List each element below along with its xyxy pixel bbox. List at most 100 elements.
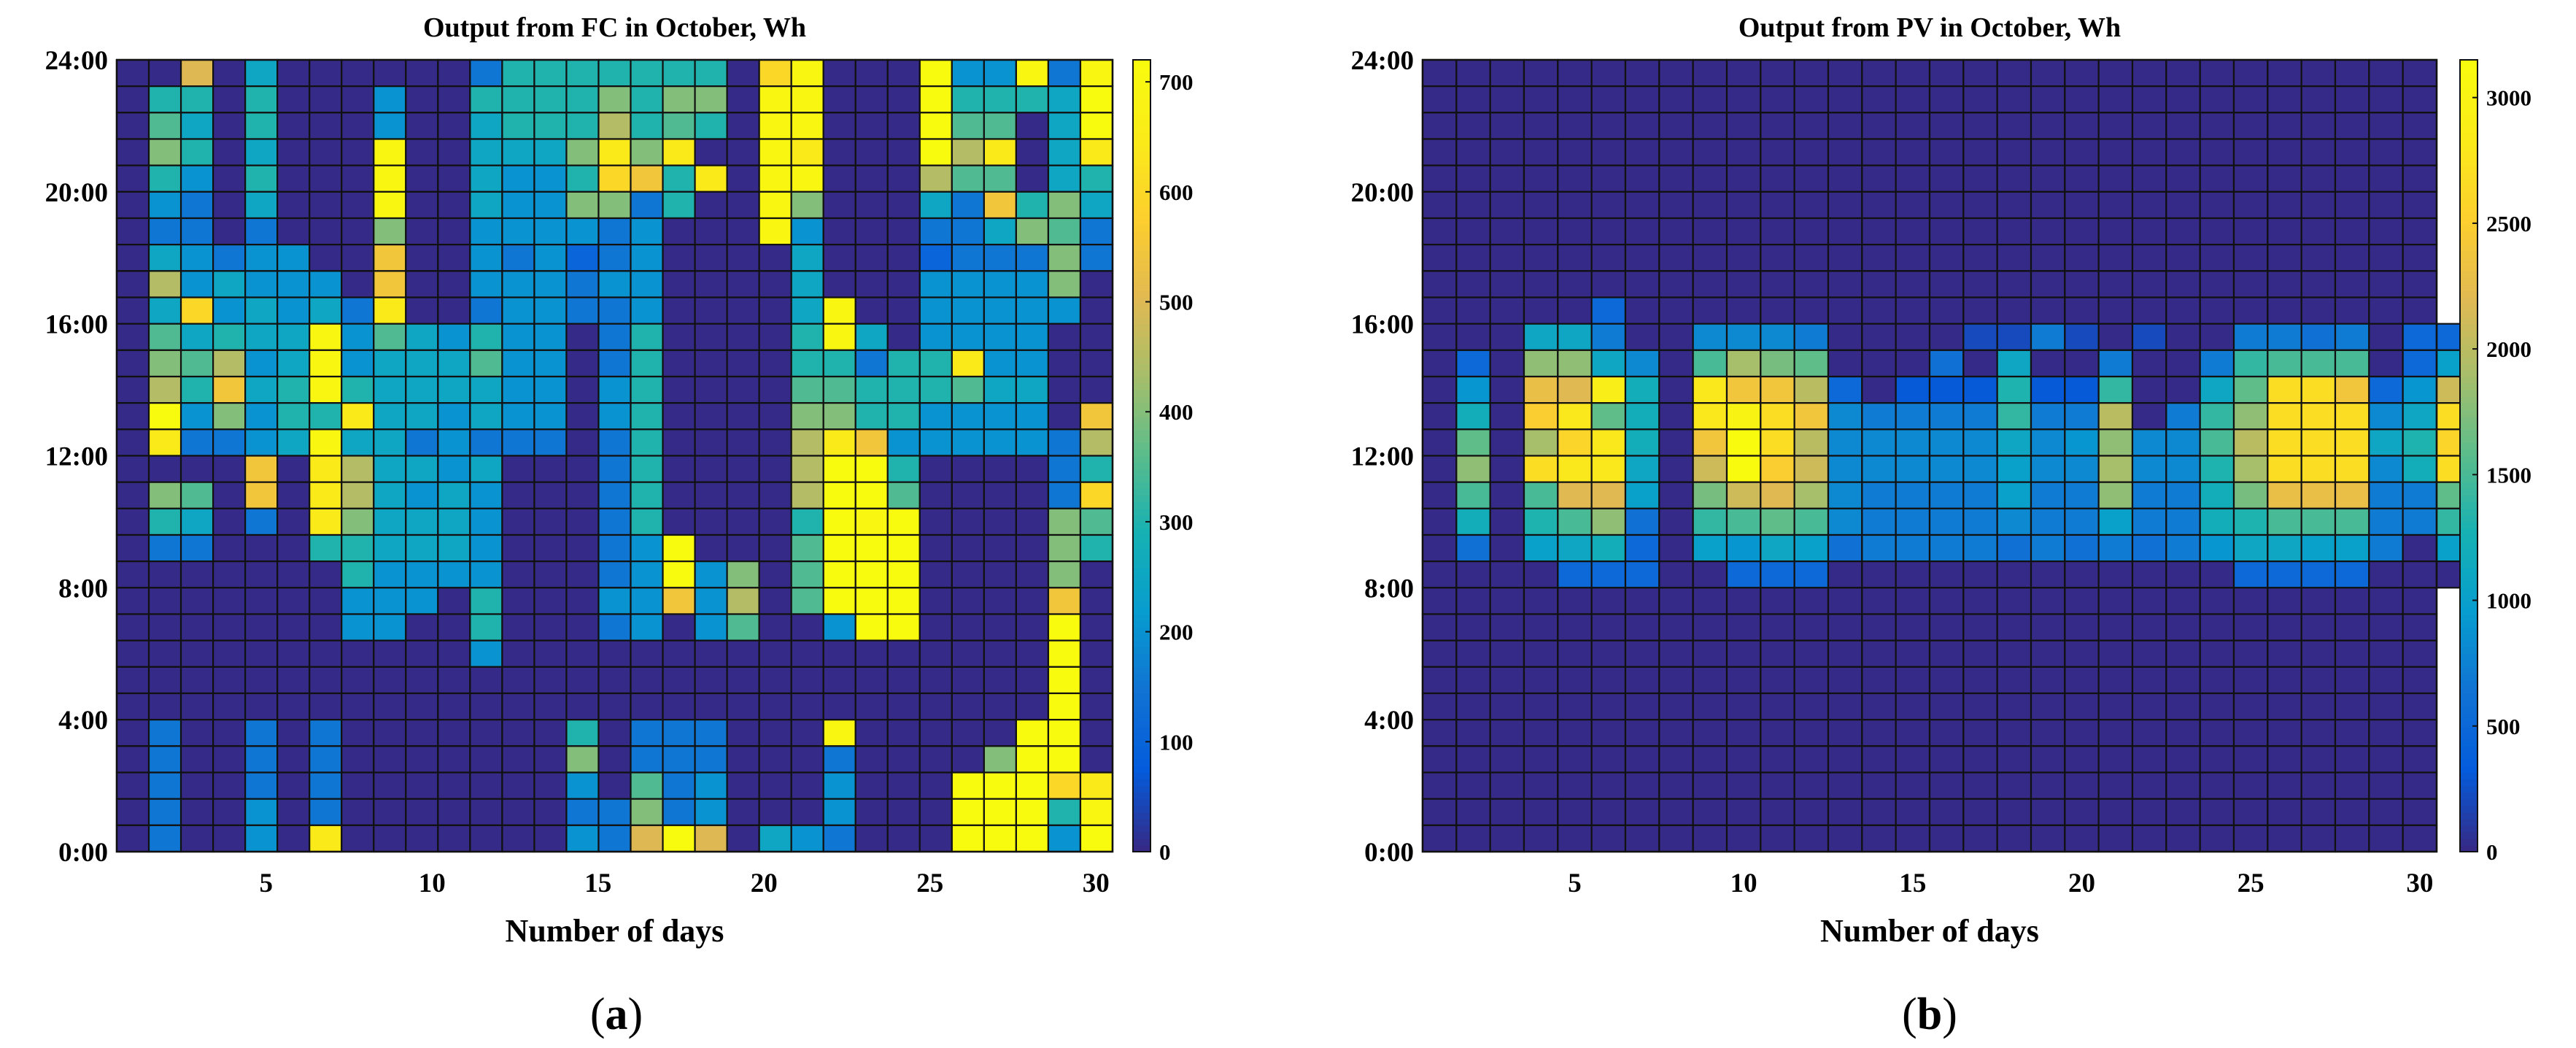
colorbar-swatch: [2460, 779, 2478, 787]
heatmap-cell: [115, 112, 150, 140]
heatmap-cell: [373, 375, 407, 404]
heatmap-cell: [2334, 533, 2370, 563]
heatmap-cell: [854, 533, 889, 563]
heatmap-cell: [983, 58, 1017, 88]
heatmap-cell: [2402, 692, 2438, 721]
heatmap-cell: [405, 587, 439, 615]
heatmap-cell: [1421, 402, 1458, 431]
colorbar-swatch: [2460, 581, 2478, 588]
heatmap-cell: [565, 587, 600, 615]
colorbar-swatch: [1133, 442, 1150, 450]
heatmap-cell: [469, 719, 503, 747]
panel-caption: (a): [590, 990, 643, 1039]
heatmap-cell: [405, 560, 439, 589]
colorbar-swatch: [2460, 766, 2478, 774]
heatmap-cell: [276, 455, 311, 483]
colorbar-swatch: [2460, 633, 2478, 641]
heatmap-cell: [1557, 771, 1593, 800]
x-tick-label: 25: [2237, 868, 2264, 898]
heatmap-cell: [2334, 771, 2370, 800]
heatmap-cell: [2097, 481, 2134, 509]
heatmap-cell: [1557, 244, 1593, 272]
heatmap-cell: [854, 164, 889, 193]
heatmap-cell: [1421, 85, 1458, 114]
heatmap-cell: [1047, 481, 1082, 509]
heatmap-cell: [2199, 85, 2235, 114]
heatmap-cell: [790, 455, 824, 483]
colorbar-swatch: [1133, 158, 1150, 166]
heatmap-cell: [115, 481, 150, 509]
colorbar-swatch: [2460, 772, 2478, 780]
colorbar-swatch: [1133, 423, 1150, 430]
heatmap-cell: [1962, 666, 1998, 695]
heatmap-cell: [1047, 455, 1082, 483]
heatmap-cell: [405, 138, 439, 166]
heatmap-cell: [437, 639, 471, 668]
heatmap-cell: [179, 507, 214, 536]
heatmap-cell: [790, 639, 824, 668]
heatmap-cell: [565, 455, 600, 483]
heatmap-cell: [2368, 244, 2404, 272]
heatmap-cell: [630, 190, 664, 220]
heatmap-cell: [1827, 349, 1863, 378]
colorbar-swatch: [2460, 713, 2478, 720]
heatmap-cell: [2300, 428, 2337, 457]
colorbar-swatch: [2460, 185, 2478, 193]
heatmap-cell: [1725, 719, 1762, 747]
heatmap-cell: [2131, 587, 2167, 615]
heatmap-cell: [2368, 481, 2404, 509]
colorbar-swatch: [1133, 310, 1150, 318]
colorbar-swatch: [1133, 132, 1150, 140]
heatmap-cell: [1996, 402, 2032, 431]
heatmap-cell: [501, 217, 535, 246]
heatmap-cell: [1455, 613, 1491, 641]
colorbar-swatch: [2460, 601, 2478, 609]
colorbar-swatch: [1133, 409, 1150, 417]
heatmap-cell: [1455, 190, 1491, 220]
colorbar-swatch: [2460, 383, 2478, 390]
heatmap-cell: [2030, 244, 2066, 272]
heatmap-cell: [1692, 719, 1728, 747]
heatmap-cell: [726, 771, 760, 800]
heatmap-cell: [437, 190, 471, 220]
heatmap-cell: [276, 639, 311, 668]
heatmap-cell: [726, 112, 760, 140]
heatmap-cell: [758, 244, 792, 272]
heatmap-cell: [2030, 745, 2066, 774]
heatmap-cell: [2368, 375, 2404, 404]
heatmap-cell: [309, 112, 343, 140]
heatmap-cell: [951, 402, 985, 431]
heatmap-cell: [2097, 112, 2134, 140]
heatmap-cell: [405, 112, 439, 140]
heatmap-cell: [405, 639, 439, 668]
heatmap-cell: [1590, 164, 1627, 193]
heatmap-cell: [918, 560, 953, 589]
colorbar-swatch: [1133, 495, 1150, 503]
heatmap-cell: [983, 323, 1017, 351]
heatmap-cell: [886, 85, 921, 114]
heatmap-cell: [2199, 349, 2235, 378]
heatmap-cell: [1895, 402, 1931, 431]
heatmap-cell: [1760, 745, 1795, 774]
heatmap-cell: [1658, 402, 1694, 431]
heatmap-cell: [726, 402, 760, 431]
heatmap-cell: [1590, 639, 1627, 668]
heatmap-cell: [565, 719, 600, 747]
heatmap-cell: [533, 719, 568, 747]
heatmap-cell: [662, 85, 696, 114]
colorbar-swatch: [2460, 720, 2478, 727]
heatmap-cell: [1861, 164, 1897, 193]
heatmap-cell: [565, 771, 600, 800]
heatmap-cell: [533, 349, 568, 378]
heatmap-cell: [1079, 270, 1114, 298]
heatmap-cell: [886, 244, 921, 272]
heatmap-cell: [1455, 560, 1491, 589]
heatmap-cell: [212, 771, 247, 800]
heatmap-cell: [2334, 666, 2370, 695]
colorbar-swatch: [2460, 726, 2478, 733]
heatmap-cell: [1590, 560, 1627, 589]
heatmap-cell: [2131, 560, 2167, 589]
heatmap-cell: [212, 375, 247, 404]
heatmap-cell: [2064, 270, 2100, 298]
heatmap-cell: [1590, 613, 1627, 641]
